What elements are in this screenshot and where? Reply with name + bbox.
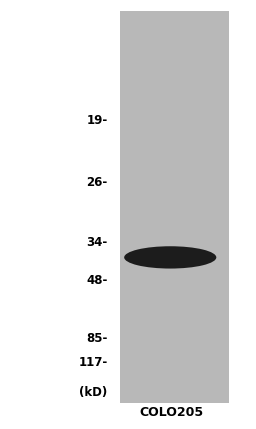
Bar xyxy=(120,11,229,403)
Text: 85-: 85- xyxy=(86,332,108,345)
Text: COLO205: COLO205 xyxy=(140,406,204,419)
Text: 117-: 117- xyxy=(78,356,108,369)
Text: 48-: 48- xyxy=(86,275,108,287)
Ellipse shape xyxy=(124,246,216,269)
Text: (kD): (kD) xyxy=(79,386,108,399)
Text: 34-: 34- xyxy=(86,236,108,249)
Text: 26-: 26- xyxy=(86,176,108,189)
Text: 19-: 19- xyxy=(86,114,108,127)
